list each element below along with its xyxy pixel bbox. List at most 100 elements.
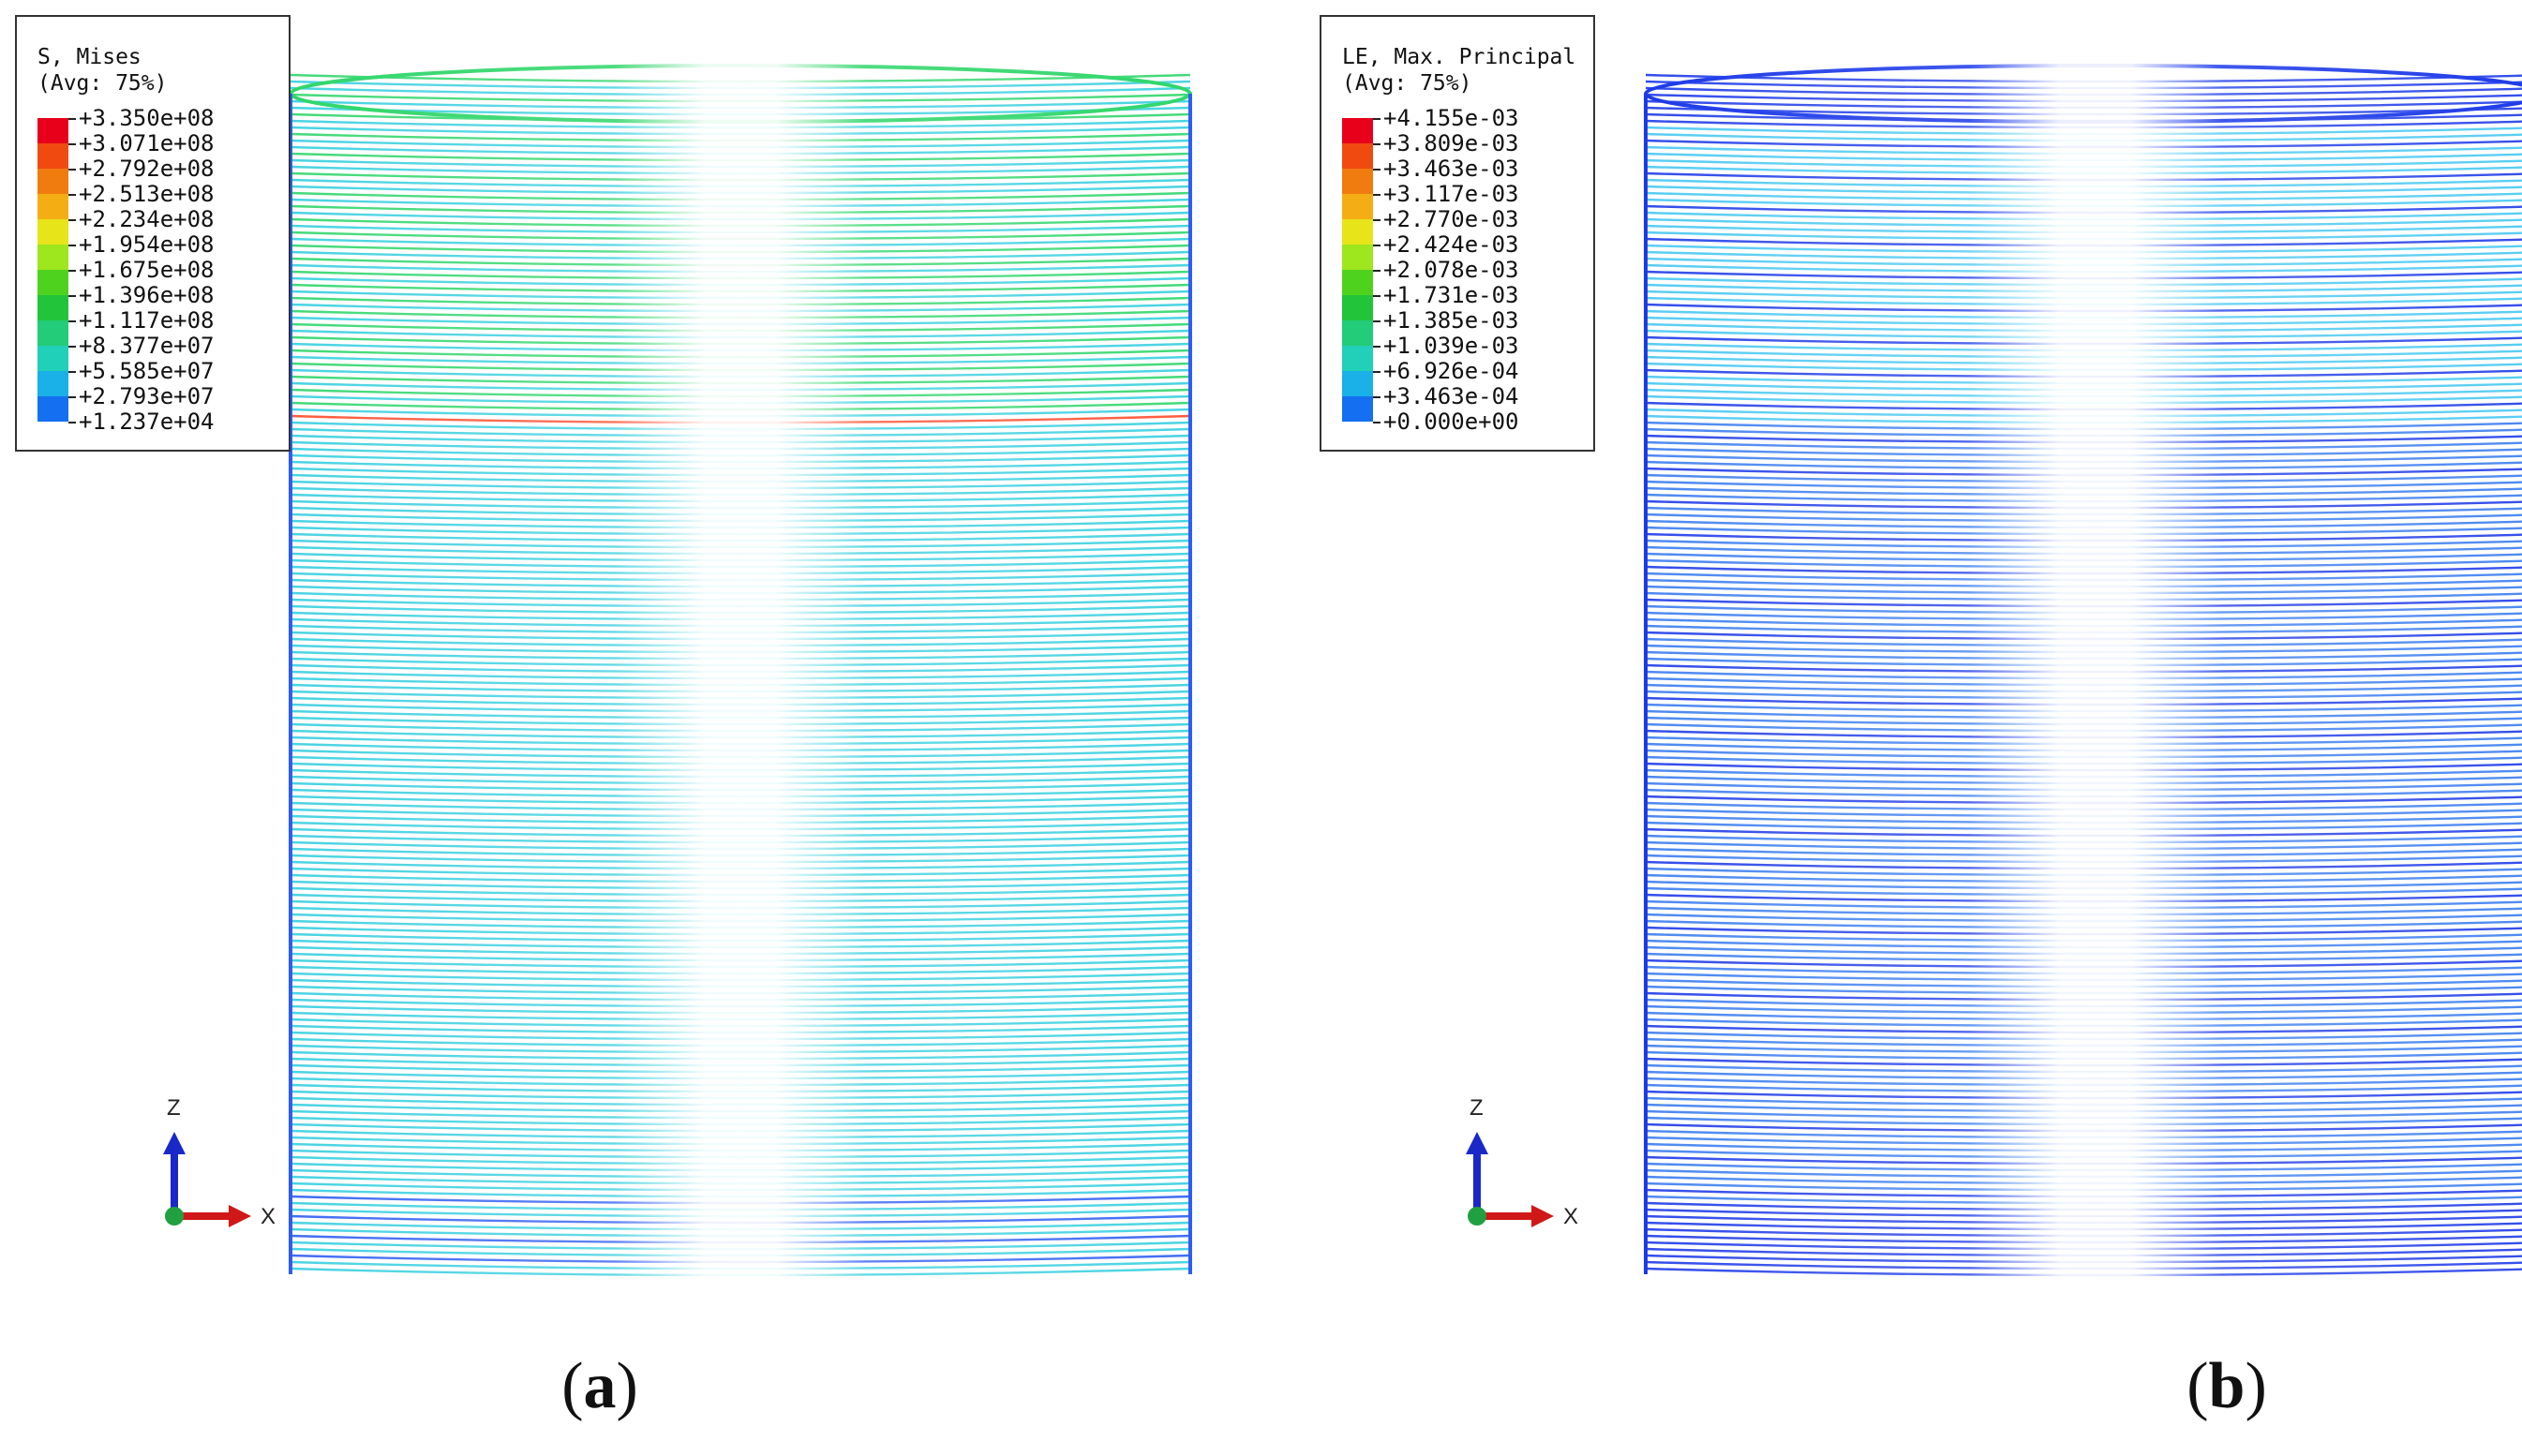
origin-dot-icon: [165, 1207, 184, 1226]
legend-swatch: [37, 346, 68, 371]
legend-tick: [1373, 245, 1380, 246]
legend-swatch: [1342, 295, 1373, 320]
legend-value: +2.234e+08: [79, 206, 215, 232]
legend-value: +3.463e-04: [1383, 383, 1519, 409]
coordinate-triad: Z X: [1466, 1095, 1578, 1229]
legend-tick: [68, 270, 76, 272]
legend-tick: [68, 143, 76, 145]
legend-tick: [1373, 320, 1380, 322]
legend-tick: [68, 320, 76, 322]
legend-tick: [68, 422, 76, 423]
legend-swatch: [37, 371, 68, 396]
legend-swatch: [1342, 346, 1373, 371]
legend-value: +8.377e+07: [79, 333, 215, 359]
legend-title: S, Mises: [37, 45, 142, 69]
legend-value: +3.809e-03: [1383, 130, 1519, 156]
legend-value: +1.731e-03: [1383, 282, 1519, 308]
legend-tick: [68, 396, 76, 398]
legend-value: +1.675e+08: [79, 257, 215, 283]
origin-dot-icon: [1468, 1207, 1486, 1226]
legend-tick: [68, 219, 76, 221]
legend-tick: [68, 295, 76, 297]
legend-swatch: [37, 295, 68, 320]
legend-swatch: [1342, 118, 1373, 143]
legend-swatch: [1342, 270, 1373, 295]
legend-tick: [1373, 422, 1380, 423]
legend-value: +2.793e+07: [79, 383, 215, 409]
legend-tick: [1373, 270, 1380, 272]
legend-tick: [68, 194, 76, 196]
z-arrow-icon: [1466, 1132, 1488, 1154]
panel-a: S, Mises (Avg: 75%) +3.350e+08 +3.071e+08…: [15, 15, 1192, 1422]
legend-value: +4.155e-03: [1383, 105, 1519, 131]
legend-tick: [68, 346, 76, 348]
legend-title: LE, Max. Principal: [1342, 45, 1576, 69]
z-axis-label: Z: [1470, 1095, 1484, 1121]
legend-tick: [68, 118, 76, 120]
legend-value: +2.770e-03: [1383, 206, 1519, 232]
legend-swatch: [37, 143, 68, 169]
legend-value: +1.954e+08: [79, 231, 215, 258]
x-axis-label: X: [1563, 1204, 1578, 1229]
legend-tick: [1373, 143, 1380, 145]
legend-swatch: [37, 194, 68, 219]
legend-value: +2.513e+08: [79, 181, 215, 207]
coordinate-triad: Z X: [163, 1095, 276, 1229]
cylinder-contour-plot: [289, 56, 1192, 1312]
legend-value: +6.926e-04: [1383, 358, 1519, 384]
legend-value: +1.039e-03: [1383, 333, 1519, 359]
legend-swatch: [37, 169, 68, 194]
legend-tick: [1373, 219, 1380, 221]
legend-tick: [68, 245, 76, 246]
legend-value: +3.117e-03: [1383, 181, 1519, 207]
legend-tick: [1373, 118, 1380, 120]
legend-tick: [1373, 169, 1380, 171]
legend-swatch: [1342, 245, 1373, 270]
legend-swatch: [37, 219, 68, 245]
legend-swatch: [37, 245, 68, 270]
x-axis-label: X: [261, 1204, 276, 1229]
legend-subtitle: (Avg: 75%): [1342, 71, 1472, 96]
legend-swatch: [1342, 219, 1373, 245]
legend-value: +1.237e+04: [79, 409, 215, 435]
legend-tick: [1373, 371, 1380, 373]
legend-tick: [68, 169, 76, 171]
legend-tick: [1373, 295, 1380, 297]
legend-value: +0.000e+00: [1383, 409, 1519, 435]
legend-value: +1.385e-03: [1383, 307, 1519, 334]
panel-b: LE, Max. Principal (Avg: 75%) +4.155e-03…: [1261, 0, 2522, 1456]
legend-tick: [68, 371, 76, 373]
z-arrow-icon: [163, 1132, 186, 1154]
legend-swatch: [37, 396, 68, 422]
legend-subtitle: (Avg: 75%): [37, 71, 168, 96]
legend-value: +1.117e+08: [79, 307, 215, 334]
legend-value: +2.424e-03: [1383, 231, 1519, 258]
legend-tick: [1373, 194, 1380, 196]
legend-swatch: [1342, 396, 1373, 422]
legend-swatch: [1342, 371, 1373, 396]
legend-value: +2.078e-03: [1383, 257, 1519, 283]
z-axis-label: Z: [167, 1095, 181, 1121]
legend-value: +3.071e+08: [79, 130, 215, 156]
contour-legend: LE, Max. Principal (Avg: 75%) +4.155e-03…: [1320, 15, 1595, 452]
legend-swatch: [37, 118, 68, 143]
legend-swatch: [37, 320, 68, 346]
x-arrow-icon: [229, 1205, 251, 1227]
legend-value: +5.585e+07: [79, 358, 215, 384]
legend-value: +2.792e+08: [79, 156, 215, 182]
legend-value: +3.463e-03: [1383, 156, 1519, 182]
legend-swatch: [1342, 320, 1373, 346]
legend-swatch: [1342, 194, 1373, 219]
contour-legend: S, Mises (Avg: 75%) +3.350e+08 +3.071e+08…: [15, 15, 291, 452]
legend-tick: [1373, 346, 1380, 348]
legend-swatch: [1342, 143, 1373, 169]
legend-swatch: [1342, 169, 1373, 194]
panel-caption: (a): [561, 1350, 638, 1422]
legend-value: +3.350e+08: [79, 105, 215, 131]
legend-swatch: [37, 270, 68, 295]
legend-value: +1.396e+08: [79, 282, 215, 308]
panel-caption: (b): [2186, 1350, 2267, 1422]
legend-tick: [1373, 396, 1380, 398]
cylinder-contour-plot: [1644, 56, 2522, 1312]
x-arrow-icon: [1531, 1205, 1554, 1227]
